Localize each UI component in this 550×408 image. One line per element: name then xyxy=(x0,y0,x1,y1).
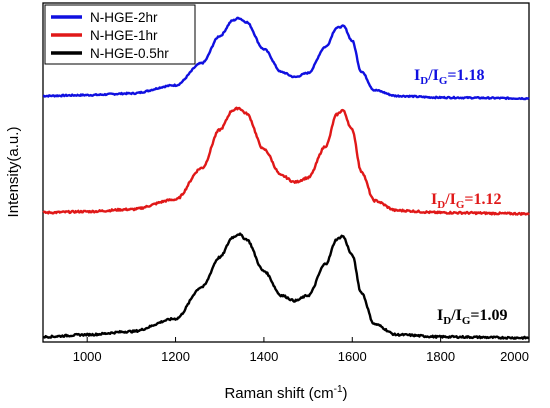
plot-frame xyxy=(42,2,530,343)
ratio-label-1-value: =1.12 xyxy=(464,191,501,208)
ratio-label-2-value: =1.09 xyxy=(470,307,507,324)
legend-label-0: N-HGE-2hr xyxy=(90,10,158,25)
legend-label-2: N-HGE-0.5hr xyxy=(90,46,169,61)
x-axis-title: Raman shift (cm-1) xyxy=(224,384,347,402)
legend-label-1: N-HGE-1hr xyxy=(90,28,158,43)
x-tick-label: 1600 xyxy=(338,349,367,364)
x-tick-label: 1200 xyxy=(161,349,190,364)
legend: N-HGE-2hr N-HGE-1hr N-HGE-0.5hr xyxy=(44,4,196,65)
ratio-label-1-prefix: I xyxy=(431,191,437,208)
ratio-label-2-sub1: D xyxy=(443,315,451,327)
x-axis-title-end: ) xyxy=(343,385,348,402)
ratio-label-2: ID/IG=1.09 xyxy=(437,307,508,327)
ratio-label-1-sub1: D xyxy=(437,199,445,211)
series-line-1 xyxy=(42,106,530,216)
ratio-label-0: ID/IG=1.18 xyxy=(414,67,485,87)
x-tick-label: 2000 xyxy=(500,349,529,364)
ratio-label-0-sub2: G xyxy=(439,75,448,87)
ratio-label-1: ID/IG=1.12 xyxy=(431,191,502,211)
x-tick-label: 1800 xyxy=(426,349,455,364)
ratio-label-1-mid: /I xyxy=(444,191,456,208)
ratio-label-1-sub2: G xyxy=(456,199,465,211)
x-axis-title-superscript: -1 xyxy=(334,384,343,395)
x-axis-ticks: 1000 1200 1400 1600 1800 2000 xyxy=(73,337,530,364)
ratio-label-0-mid: /I xyxy=(427,67,439,84)
series-line-0 xyxy=(42,16,530,101)
x-tick-label: 1000 xyxy=(73,349,102,364)
ratio-label-0-prefix: I xyxy=(414,67,420,84)
ratio-label-2-prefix: I xyxy=(437,307,443,324)
ratio-label-0-sub1: D xyxy=(420,75,428,87)
ratio-label-2-mid: /I xyxy=(450,307,462,324)
x-tick-label: 1400 xyxy=(249,349,278,364)
series-line-2 xyxy=(42,232,530,340)
ratio-label-0-value: =1.18 xyxy=(447,67,484,84)
ratio-label-2-sub2: G xyxy=(462,315,471,327)
y-axis-title: Intensity(a.u.) xyxy=(5,127,22,218)
series-layer xyxy=(42,16,530,340)
